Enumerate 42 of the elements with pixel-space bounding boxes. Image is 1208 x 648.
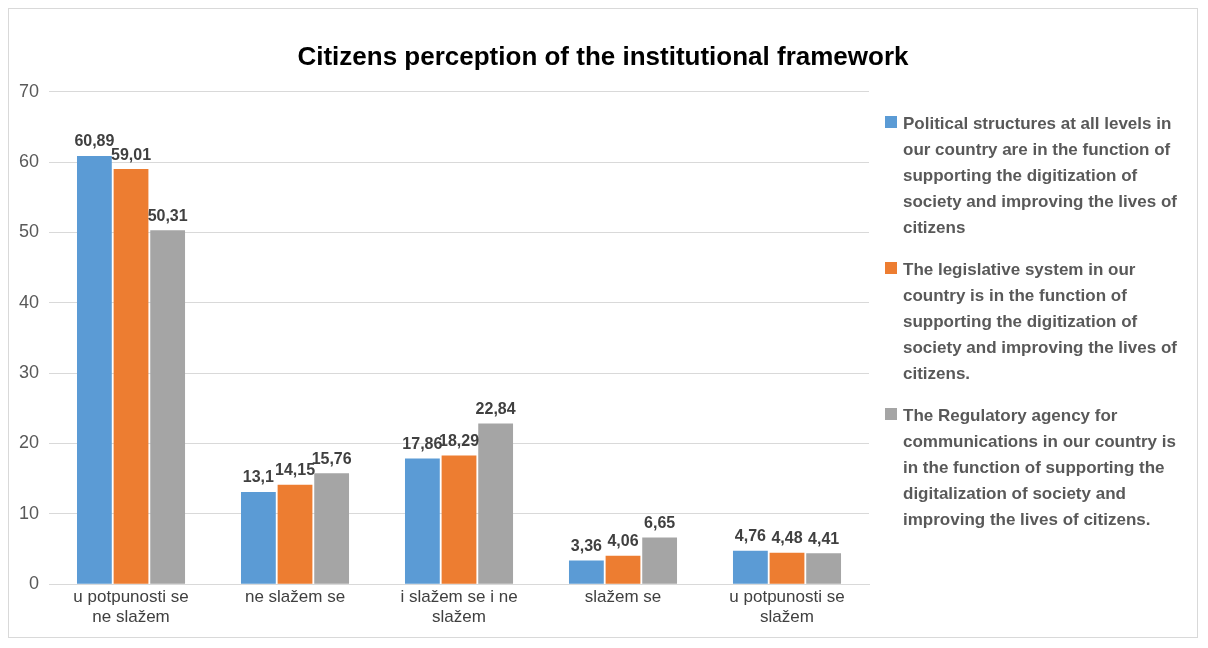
bar (478, 423, 514, 584)
x-tick-label: slažem se (584, 587, 662, 607)
y-tick-label: 10 (18, 502, 40, 523)
y-tick-label: 40 (18, 291, 40, 312)
data-label: 4,06 (607, 532, 639, 550)
bar (277, 484, 313, 584)
y-tick-label: 20 (18, 432, 40, 453)
bar (150, 230, 186, 584)
bar (441, 455, 477, 584)
x-tick-label: i slažem se i ne slažem (400, 587, 518, 627)
bar (113, 169, 149, 584)
data-label: 4,48 (771, 529, 803, 547)
data-label: 50,31 (147, 206, 188, 224)
data-label: 59,01 (111, 145, 152, 163)
x-tick-label: u potpunosti se ne slažem (73, 587, 189, 627)
bar (732, 550, 768, 584)
data-label: 6,65 (644, 513, 676, 531)
legend-label: The legislative system in our country is in the function of supporting the digitization of society and improving the lives of citizens. (903, 259, 1178, 385)
data-label: 22,84 (475, 399, 516, 417)
bar (806, 553, 842, 584)
x-tick-label: u potpunosti se slažem (729, 587, 845, 627)
data-label: 4,76 (734, 527, 767, 545)
bar (404, 458, 440, 584)
chart-title: Citizens perception of the institutional framework (296, 40, 910, 73)
y-tick-label: 70 (18, 80, 40, 101)
data-label: 13,1 (242, 468, 275, 486)
y-tick-label: 50 (18, 221, 40, 242)
data-label: 4,41 (808, 529, 840, 547)
y-tick-label: 60 (18, 151, 40, 172)
x-tick-label: ne slažem se (244, 587, 346, 607)
bar (605, 555, 641, 584)
bar (642, 537, 678, 584)
legend-label: The Regulatory agency for communications in our country is in the function of supporting the digitalization of society and improving the lives of citizens. (903, 405, 1177, 531)
bar (769, 552, 805, 584)
bar (240, 492, 276, 584)
bar (568, 560, 604, 584)
legend-label: Political structures at all levels in our country are in the function of supporting the digitization of society and improving the lives of citizens (903, 113, 1178, 239)
data-label: 3,36 (570, 536, 603, 554)
y-tick-label: 0 (29, 573, 40, 594)
bar (77, 155, 112, 584)
y-tick-label: 30 (18, 362, 40, 383)
bar (314, 473, 350, 584)
